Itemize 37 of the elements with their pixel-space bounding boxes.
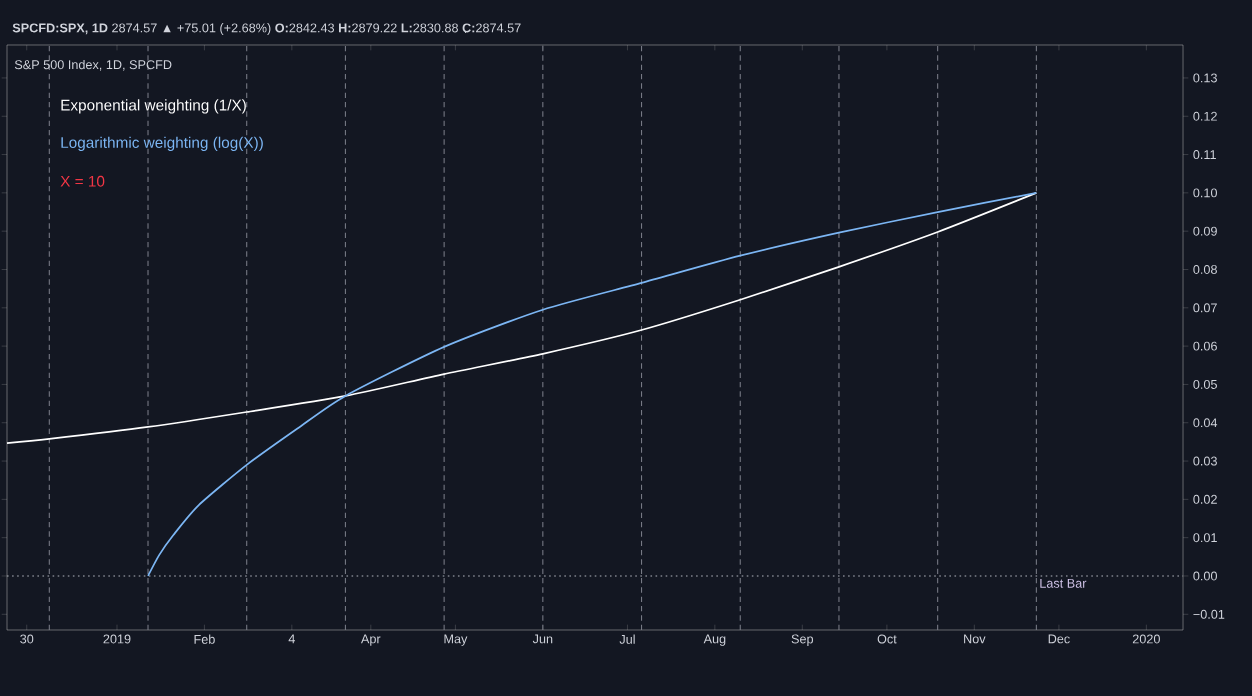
y-tick-label: 0.09 bbox=[1193, 226, 1217, 236]
x-tick-label: Aug bbox=[703, 634, 726, 646]
x-tick-label: 4 bbox=[288, 634, 295, 644]
x-tick-label: Jun bbox=[532, 634, 553, 644]
ref-line-label: Last Bar bbox=[1040, 578, 1087, 588]
text: Exponential weighting (1/X) bbox=[61, 99, 246, 114]
y-tick-label: 0.07 bbox=[1193, 303, 1217, 313]
y-tick-label: 0.01 bbox=[1193, 533, 1217, 543]
annotation: X = 10 bbox=[60, 175, 105, 187]
x-tick-label: Apr bbox=[360, 634, 381, 646]
y-tick-label: 0.06 bbox=[1193, 341, 1217, 351]
x-tick-label: Feb bbox=[194, 634, 215, 644]
x-tick-label: Sep bbox=[791, 634, 814, 646]
y-tick-label: 0.04 bbox=[1193, 418, 1218, 428]
text: Logarithmic weighting (log(X)) bbox=[61, 136, 263, 152]
y-tick-label: 0.03 bbox=[1193, 456, 1217, 466]
y-tick-label: −0.01 bbox=[1193, 609, 1225, 619]
text: SPCFD:SPX, 1D 2874.57 ▲ +75.01 (+2.68%) O:2842.43 H:2879.22 L:2830.88 C:2874.57 bbox=[12, 23, 521, 35]
y-tick-label: 0.02 bbox=[1193, 494, 1217, 504]
line-series bbox=[6, 192, 1038, 444]
y-tick-label: 0.08 bbox=[1193, 265, 1217, 274]
y-tick-label: 0.12 bbox=[1193, 111, 1217, 121]
x-tick-label: May bbox=[444, 634, 468, 646]
x-tick-label: 2020 bbox=[1132, 634, 1160, 644]
x-tick-label: 30 bbox=[20, 634, 34, 644]
y-tick-label: 0.13 bbox=[1193, 73, 1217, 83]
y-tick-label: 0.10 bbox=[1193, 188, 1217, 198]
x-tick-label: Jul bbox=[619, 634, 635, 644]
y-tick-label: 0.00 bbox=[1193, 571, 1217, 581]
y-tick-label: 0.05 bbox=[1193, 379, 1217, 389]
x-tick-label: Oct bbox=[877, 634, 897, 644]
y-tick-label: 0.11 bbox=[1193, 150, 1216, 160]
x-tick-label: Dec bbox=[1048, 634, 1070, 644]
x-tick-label: Nov bbox=[964, 634, 986, 644]
x-tick-label: 2019 bbox=[103, 634, 131, 644]
line-series bbox=[147, 192, 1038, 577]
text: S&P 500 Index, 1D, SPCFD bbox=[14, 59, 172, 71]
